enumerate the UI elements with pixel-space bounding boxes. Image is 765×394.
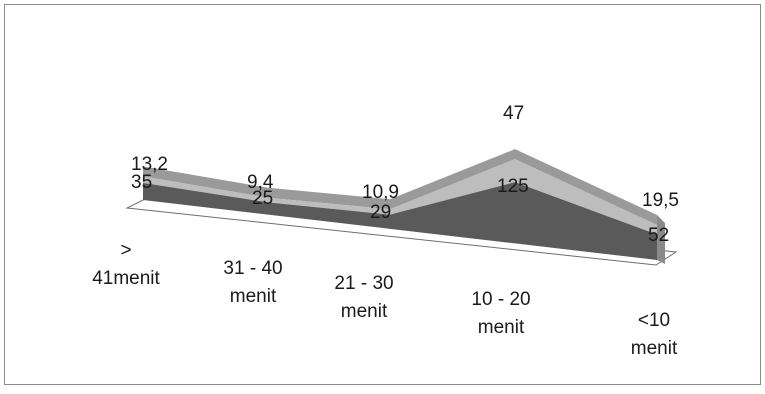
category-label: 31 - 40 menit xyxy=(223,258,282,307)
data-label-upper: 13,2 xyxy=(131,154,168,175)
chart-floor xyxy=(125,197,678,266)
data-label-lower: 25 xyxy=(252,188,273,209)
area-series-lower xyxy=(143,182,657,260)
data-label-upper: 19,5 xyxy=(642,190,679,211)
data-label-lower: 35 xyxy=(131,172,152,193)
data-label-lower: 29 xyxy=(370,202,391,223)
data-label-upper: 9,4 xyxy=(247,172,274,193)
data-label-upper: 47 xyxy=(503,103,524,124)
data-label-upper: 10,9 xyxy=(362,182,399,203)
area-series-upper xyxy=(143,159,657,235)
category-label: 21 - 30 menit xyxy=(334,273,393,322)
category-label: 10 - 20 menit xyxy=(471,289,530,338)
area-rim xyxy=(143,149,657,225)
data-label-lower: 52 xyxy=(648,225,669,246)
category-label: >41menit xyxy=(92,240,160,289)
chart-border xyxy=(4,4,761,385)
category-label: <10 menit xyxy=(631,310,678,359)
data-label-lower: 125 xyxy=(497,176,529,197)
area-side-face xyxy=(657,214,665,264)
